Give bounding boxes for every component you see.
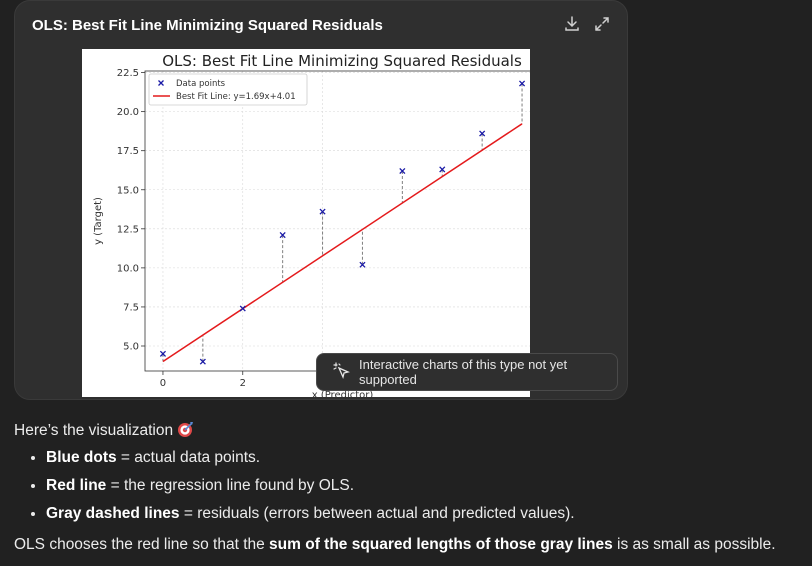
data-point xyxy=(319,208,326,215)
y-tick-label: 5.0 xyxy=(123,342,139,353)
data-point xyxy=(239,305,246,312)
x-tick-label: 2 xyxy=(240,378,246,389)
x-axis-label: x (Predictor) xyxy=(312,390,374,397)
closing-paragraph: OLS chooses the red line so that the sum… xyxy=(14,536,804,554)
item-text: = actual data points. xyxy=(116,449,261,466)
message-intro: Here’s the visualization xyxy=(14,420,804,440)
y-tick-label: 17.5 xyxy=(117,146,139,157)
data-point xyxy=(359,261,366,268)
item-text: = residuals (errors between actual and p… xyxy=(179,505,575,522)
item-bold: Blue dots xyxy=(46,449,117,466)
y-tick-label: 22.5 xyxy=(117,68,139,79)
y-tick-label: 20.0 xyxy=(117,107,139,118)
interactive-unsupported-notice[interactable]: Interactive charts of this type not yet … xyxy=(316,353,618,391)
list-item: Gray dashed lines = residuals (errors be… xyxy=(46,504,804,523)
card-actions xyxy=(563,15,611,33)
expand-icon[interactable] xyxy=(593,15,611,33)
sparkle-cursor-icon xyxy=(333,361,351,383)
data-point xyxy=(159,350,167,357)
closing-post: is as small as possible. xyxy=(612,536,776,553)
dart-target-icon xyxy=(177,422,195,439)
closing-pre: OLS chooses the red line so that the xyxy=(14,536,270,553)
closing-bold: sum of the squared lengths of those gray… xyxy=(269,536,613,553)
y-tick-label: 7.5 xyxy=(123,302,139,313)
card-title: OLS: Best Fit Line Minimizing Squared Re… xyxy=(32,17,383,34)
data-point xyxy=(439,166,446,173)
list-item: Blue dots = actual data points. xyxy=(46,448,804,467)
y-axis-label: y (Target) xyxy=(93,197,104,245)
legend-box xyxy=(148,73,308,106)
plot-frame xyxy=(144,70,530,372)
download-icon[interactable] xyxy=(563,15,581,33)
data-point xyxy=(399,167,406,175)
item-text: = the regression line found by OLS. xyxy=(106,477,355,494)
data-point xyxy=(279,232,286,239)
y-tick-label: 12.5 xyxy=(117,224,139,235)
data-point xyxy=(479,130,486,137)
assistant-message: Here’s the visualization Blue dots = act… xyxy=(14,420,804,554)
data-point xyxy=(199,358,206,365)
chart-title: OLS: Best Fit Line Minimizing Squared Re… xyxy=(162,52,522,70)
list-item: Red line = the regression line found by … xyxy=(46,476,804,495)
y-tick-label: 15.0 xyxy=(117,185,139,196)
item-bold: Red line xyxy=(46,477,107,494)
ols-chart: OLS: Best Fit Line Minimizing Squared Re… xyxy=(93,52,530,397)
legend-marker-points xyxy=(158,80,164,86)
x-tick-label: 0 xyxy=(160,378,166,389)
legend-explanation-list: Blue dots = actual data points. Red line… xyxy=(14,448,804,523)
legend-label-points: Data points xyxy=(176,79,226,89)
data-point xyxy=(518,80,526,87)
fit-line xyxy=(162,123,523,363)
y-tick-label: 10.0 xyxy=(117,263,139,274)
item-bold: Gray dashed lines xyxy=(46,505,180,522)
chart-image: OLS: Best Fit Line Minimizing Squared Re… xyxy=(82,49,530,397)
legend-label-fit: Best Fit Line: y=1.69x+4.01 xyxy=(176,92,296,102)
intro-text: Here’s the visualization xyxy=(14,422,174,439)
notice-label: Interactive charts of this type not yet … xyxy=(359,357,568,387)
